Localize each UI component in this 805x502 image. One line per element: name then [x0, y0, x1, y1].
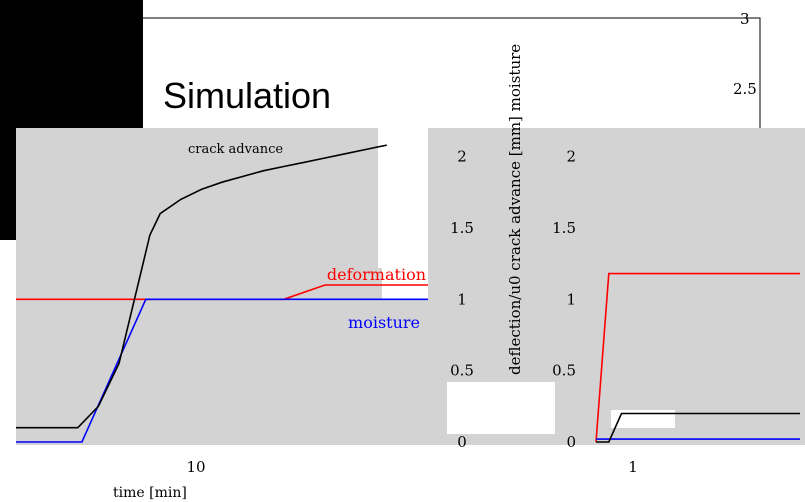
right-left-tick-0: 0	[566, 433, 576, 451]
left-series-group	[16, 144, 428, 443]
panel-gap	[382, 128, 428, 300]
right-panel-left-ticks: 0 0.5 1 1.5 2	[552, 148, 576, 452]
annotation-deformation: deformation	[327, 265, 426, 284]
right-left-tick-1: 1	[566, 290, 576, 308]
x-tick-10: 10	[186, 458, 205, 476]
left-right-tick-0: 0	[457, 433, 467, 451]
legend-crack-advance: crack advance	[188, 142, 283, 157]
series-line-deformation	[595, 272, 800, 443]
right-left-tick-2: 2	[566, 148, 576, 166]
left-right-tick-0-5: 0.5	[450, 362, 474, 380]
right-series-group	[595, 272, 800, 443]
x-axis-label: time [min]	[113, 485, 187, 501]
left-panel-right-ticks: 0 0.5 1 1.5 2	[450, 148, 474, 452]
series-line-crack-advance	[596, 412, 800, 443]
series-line-moisture	[16, 298, 428, 443]
annotation-moisture: moisture	[348, 313, 420, 332]
dark-overlay-strip	[0, 0, 16, 240]
left-right-tick-2: 2	[457, 148, 467, 166]
y-tick-right-2-5: 2.5	[733, 80, 757, 98]
white-patch-2	[611, 410, 675, 428]
white-patch-1	[447, 382, 555, 434]
gap-connector	[378, 128, 382, 268]
y-tick-left-3: 3	[66, 68, 76, 86]
right-left-tick-1-5: 1.5	[552, 219, 576, 237]
left-right-tick-1-5: 1.5	[450, 219, 474, 237]
left-right-tick-1: 1	[457, 290, 467, 308]
series-line-crack-advance	[16, 144, 387, 429]
right-y-axis-label: deflection/u0 crack advance [mm] moistur…	[506, 44, 524, 375]
y-tick-right-3: 3	[740, 10, 750, 28]
panel-title: Simulation	[163, 75, 331, 116]
x-tick-1: 1	[628, 458, 638, 476]
right-left-tick-0-5: 0.5	[552, 362, 576, 380]
y-tick-left-3-5: 3.5	[53, 10, 77, 28]
